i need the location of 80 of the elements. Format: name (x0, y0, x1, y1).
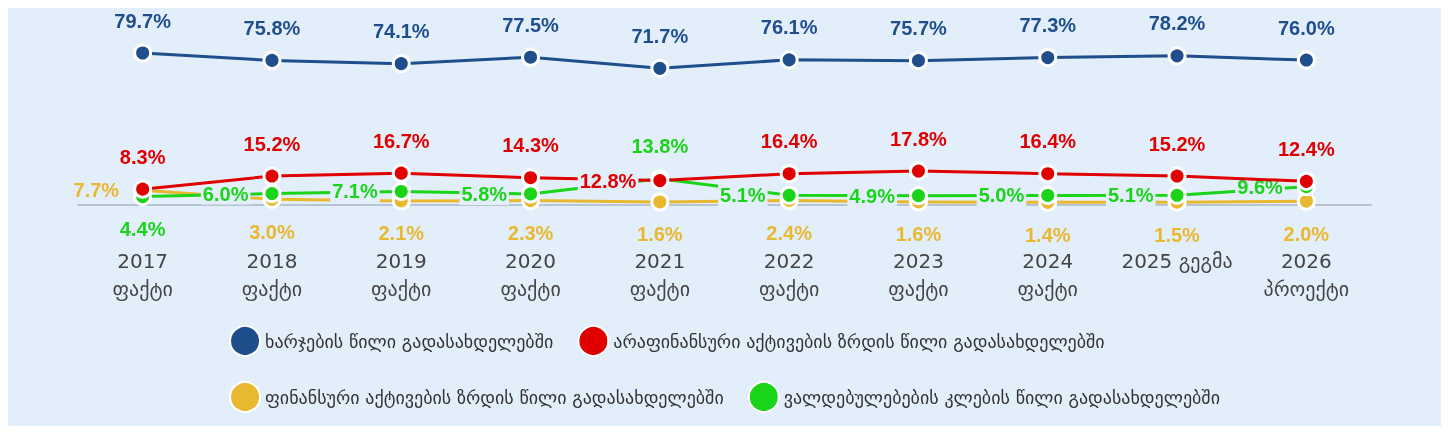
data-label: 15.2% (243, 132, 301, 155)
legend-label: ფინანსური აქტივების ზრდის წილი გადასახდელებში (265, 386, 724, 408)
data-label: 74.1% (372, 20, 430, 43)
legend-label: ვალდებულებების კლების წილი გადასახდელებში (783, 386, 1220, 408)
data-label: 2.1% (378, 222, 425, 245)
point (1167, 185, 1187, 205)
data-label: 2.3% (507, 222, 554, 245)
data-label: 77.5% (502, 13, 560, 36)
point (1167, 166, 1187, 186)
point (262, 166, 282, 186)
point (262, 50, 282, 70)
x-tick-label: 2021 ფაქტი (629, 249, 691, 301)
data-label: 5.1% (720, 184, 766, 207)
point (521, 168, 541, 188)
data-label: 15.2% (1148, 132, 1206, 155)
x-tick-label: 2023 ფაქტი (888, 249, 949, 301)
x-tick-label: 2025 გეგმა (1121, 249, 1233, 273)
point (779, 164, 799, 184)
data-label: 1.6% (637, 223, 683, 246)
data-label: 1.4% (1024, 223, 1071, 246)
point (1038, 48, 1058, 68)
x-tick-label: 2020 ფაქტი (500, 249, 561, 301)
point (391, 54, 411, 74)
data-label: 5.8% (461, 182, 508, 205)
data-label: 16.4% (760, 130, 818, 153)
data-label: 78.2% (1148, 12, 1206, 35)
point (650, 192, 670, 212)
data-label: 4.9% (849, 184, 896, 207)
point (1038, 164, 1058, 184)
point (908, 51, 928, 71)
point (1296, 50, 1316, 70)
data-label: 14.3% (502, 134, 560, 157)
x-tick-label: 2018 ფაქტი (241, 249, 303, 301)
data-label: 6.0% (202, 182, 249, 205)
data-label: 5.0% (978, 184, 1025, 207)
data-label: 1.5% (1154, 223, 1201, 246)
data-label: 8.3% (119, 145, 166, 168)
data-label: 9.6% (1237, 175, 1284, 198)
data-label: 16.4% (1019, 130, 1077, 153)
point (521, 184, 541, 204)
point (391, 163, 411, 183)
data-label: 75.8% (243, 16, 301, 39)
data-label: 13.8% (631, 135, 689, 158)
data-label: 77.3% (1019, 14, 1077, 37)
x-tick-label: 2026 პროექტი (1263, 249, 1350, 301)
data-label: 75.7% (890, 17, 948, 40)
legend-label: ხარჯების წილი გადასახდელებში (265, 330, 554, 352)
data-label: 2.0% (1283, 222, 1330, 245)
data-label: 76.1% (760, 16, 818, 39)
point (1296, 171, 1316, 191)
data-label: 3.0% (249, 220, 295, 243)
data-label: 1.6% (895, 223, 942, 246)
data-label: 76.0% (1277, 16, 1335, 39)
point (1038, 185, 1058, 205)
data-label: 71.7% (631, 24, 689, 47)
point (521, 47, 541, 67)
data-label: 7.1% (332, 180, 378, 203)
data-label: 16.7% (372, 129, 430, 152)
data-label: 5.1% (1107, 184, 1154, 207)
point (908, 161, 928, 181)
point (650, 58, 670, 78)
x-tick-label: 2024 ფაქტი (1017, 249, 1078, 301)
point (908, 186, 928, 206)
x-tick-label: 2019 ფაქტი (371, 249, 432, 301)
data-label: 4.4% (119, 218, 166, 241)
legend-label: არაფინანსური აქტივების ზრდის წილი გადასახდელებში (613, 330, 1105, 352)
point (262, 184, 282, 204)
x-tick-label: 2017 ფაქტი (112, 249, 173, 301)
point (1167, 46, 1187, 66)
data-label: 17.8% (890, 127, 948, 150)
data-label: 7.7% (73, 179, 120, 202)
point (391, 181, 411, 201)
data-label: 2.4% (766, 221, 813, 244)
data-label: 12.8% (579, 169, 637, 192)
point (779, 185, 799, 205)
point (133, 43, 153, 63)
point (779, 50, 799, 70)
x-tick-label: 2022 ფაქტი (758, 249, 820, 301)
data-label: 79.7% (114, 9, 172, 32)
data-label: 12.4% (1277, 137, 1335, 160)
